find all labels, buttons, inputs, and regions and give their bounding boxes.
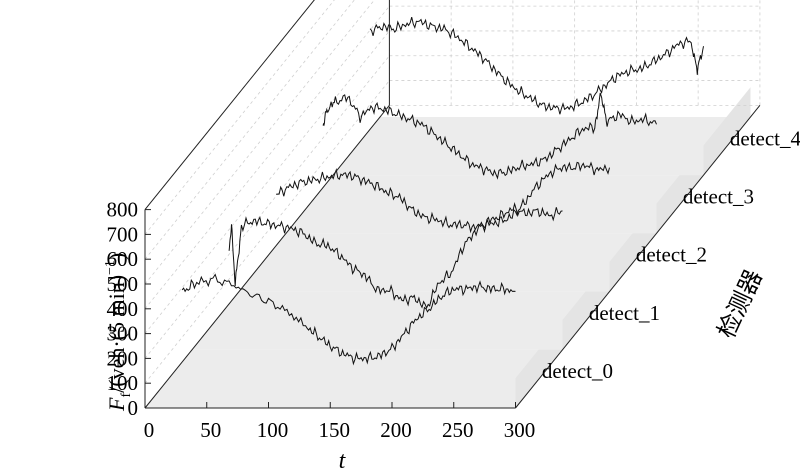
y-tick-label: 600 (107, 247, 139, 271)
x-axis-ticks: 0 50 100 150 200 250 300 (144, 402, 536, 442)
z-tick-label-detect-2: detect_2 (636, 243, 707, 267)
floor-step (286, 175, 704, 234)
z-axis-label: 检测器 (713, 266, 768, 343)
floor-step (333, 117, 751, 176)
top-diagonal-line (144, 0, 315, 210)
y-tick-label: 400 (107, 297, 139, 321)
y-tick-label: 100 (107, 371, 139, 395)
x-tick-label: 200 (380, 418, 412, 442)
side-grid-line (144, 5, 390, 310)
x-axis-label: t (339, 448, 347, 474)
series-line-detect-3 (322, 92, 657, 180)
z-tick-label-detect-0: detect_0 (542, 359, 613, 383)
y-tick-label: 200 (107, 346, 139, 370)
side-grid-line (144, 55, 390, 359)
side-grid-line (144, 0, 355, 260)
chart-series-group (181, 16, 704, 366)
y-axis-label: Ff/(veh·(5 min)−1) (103, 253, 134, 412)
floor-step (239, 233, 657, 292)
side-grid-line (144, 0, 375, 285)
side-grid-line (144, 30, 390, 334)
y-axis-label-sup: −1 (103, 260, 118, 275)
floor-step (145, 349, 563, 408)
z-axis-line (144, 105, 390, 409)
z-tick-label-detect-3: detect_3 (683, 184, 754, 208)
y-tick-label: 800 (107, 198, 139, 222)
series-line-detect-0 (181, 273, 516, 366)
z-tick-label-detect-4: detect_4 (730, 126, 800, 150)
floor-step (192, 291, 610, 350)
x-tick-label: 50 (200, 418, 221, 442)
x-tick-label: 150 (319, 418, 351, 442)
floor-right-line (515, 105, 761, 409)
y-axis-label-main: F (104, 397, 129, 412)
y-tick-label: 0 (128, 396, 139, 420)
series-line-detect-4 (369, 16, 704, 115)
series-line-detect-1 (228, 202, 563, 310)
z-tick-label-detect-1: detect_1 (589, 301, 660, 325)
y-tick-label: 300 (107, 322, 139, 346)
x-tick-label: 250 (442, 418, 474, 442)
x-tick-label: 300 (504, 418, 536, 442)
x-tick-label: 100 (257, 418, 289, 442)
floor-riser (703, 87, 751, 176)
y-axis-label-sub: f (119, 393, 134, 398)
x-tick-label: 0 (144, 418, 155, 442)
side-grid-line (144, 80, 390, 384)
series-line-detect-2 (276, 161, 610, 234)
y-axis-label-close: ) (104, 253, 129, 260)
y-axis-label-rest: /(veh·(5 min) (104, 275, 129, 393)
side-grid-line (144, 0, 335, 235)
z-axis-ticks: detect_0 detect_1 detect_2 detect_3 detect_4 (542, 126, 800, 383)
y-tick-label: 700 (107, 222, 139, 246)
y-tick-label: 500 (107, 272, 139, 296)
